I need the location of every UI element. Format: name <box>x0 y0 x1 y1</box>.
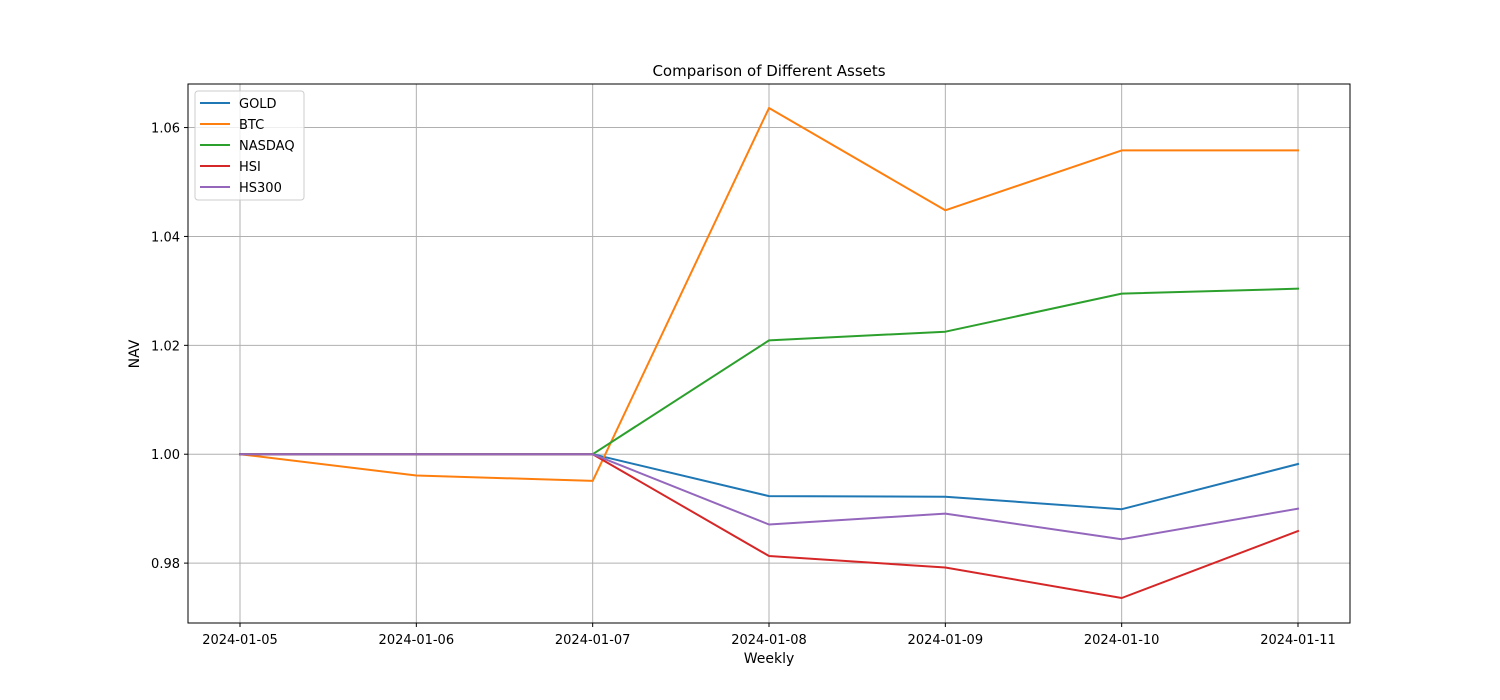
x-tick-label: 2024-01-08 <box>731 633 807 648</box>
x-tick-label: 2024-01-10 <box>1084 633 1160 648</box>
series-line-hs300 <box>239 453 1300 541</box>
series-lines <box>238 107 1300 599</box>
legend-label-hs300: HS300 <box>239 181 282 196</box>
y-tick-label: 1.02 <box>151 339 180 354</box>
y-tick-label: 1.04 <box>151 230 180 245</box>
x-tick-label: 2024-01-09 <box>908 633 984 648</box>
legend-label-hsi: HSI <box>239 160 261 175</box>
x-tick-label: 2024-01-05 <box>202 633 278 648</box>
legend-label-nasdaq: NASDAQ <box>239 139 295 154</box>
legend-label-gold: GOLD <box>239 97 277 112</box>
chart-title: Comparison of Different Assets <box>652 62 885 80</box>
x-axis-ticks: 2024-01-05 2024-01-06 2024-01-07 2024-01-08… <box>202 623 1336 648</box>
y-axis-title: NAV <box>127 339 143 368</box>
y-tick-label: 0.98 <box>151 557 180 572</box>
legend-label-btc: BTC <box>239 118 264 133</box>
legend-box <box>194 90 305 201</box>
y-axis-ticks: 0.98 1.00 1.02 1.04 1.06 <box>151 122 188 572</box>
y-tick-label: 1.00 <box>151 448 180 463</box>
x-tick-label: 2024-01-06 <box>379 633 455 648</box>
x-tick-label: 2024-01-07 <box>555 633 631 648</box>
legend: GOLD BTC NASDAQ HSI HS300 <box>194 90 305 201</box>
x-tick-label: 2024-01-11 <box>1260 633 1336 648</box>
y-tick-label: 1.06 <box>151 122 180 137</box>
x-axis-title: Weekly <box>744 651 795 667</box>
series-line-btc <box>238 107 1299 482</box>
